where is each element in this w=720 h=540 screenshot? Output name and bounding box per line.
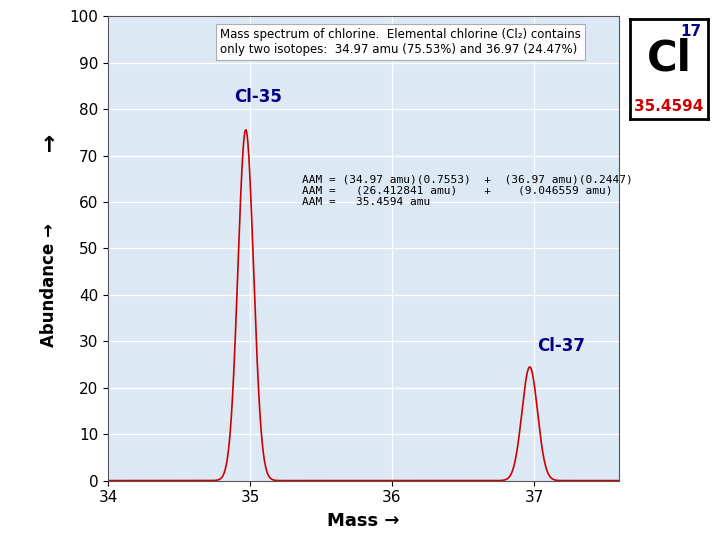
Text: AAM = (34.97 amu)(0.7553)  +  (36.97 amu)(0.2447)
AAM =   (26.412841 amu)    +  : AAM = (34.97 amu)(0.7553) + (36.97 amu)(… — [302, 174, 633, 207]
Text: Abundance →: Abundance → — [40, 224, 58, 347]
Text: 17: 17 — [680, 24, 701, 39]
Text: Cl: Cl — [647, 38, 691, 80]
Text: Cl-37: Cl-37 — [537, 336, 585, 355]
Text: 35.4594: 35.4594 — [634, 99, 703, 114]
Text: Mass spectrum of chlorine.  Elemental chlorine (Cl₂) contains
only two isotopes:: Mass spectrum of chlorine. Elemental chl… — [220, 28, 581, 56]
Text: ↑: ↑ — [40, 136, 58, 156]
Text: Cl-35: Cl-35 — [235, 88, 282, 106]
X-axis label: Mass →: Mass → — [328, 512, 400, 530]
